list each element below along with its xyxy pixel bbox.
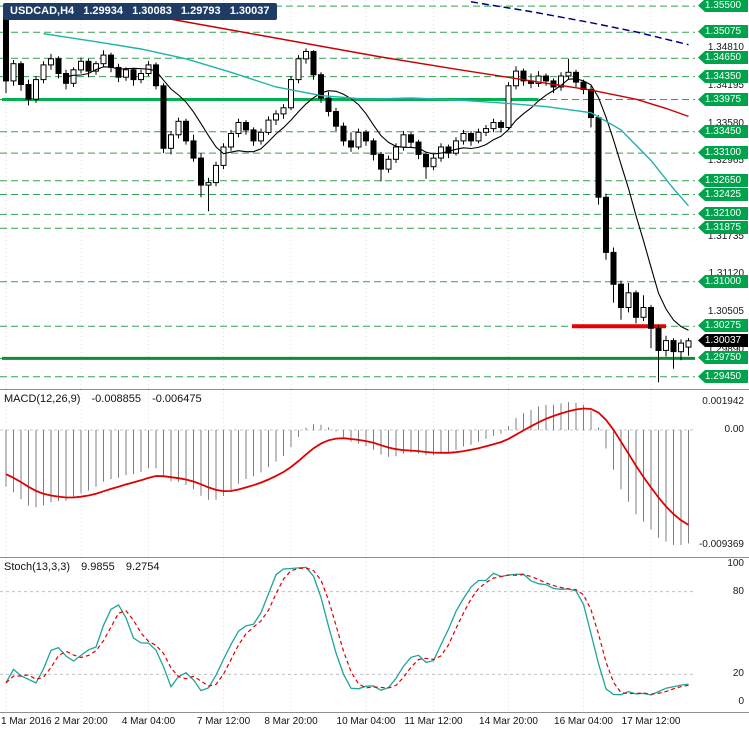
price-level-badge: 1.35500 bbox=[698, 0, 748, 12]
macd-axis[interactable]: 0.001942 0.00 -0.009369 bbox=[695, 390, 749, 557]
price-level-badge: 1.29450 bbox=[698, 370, 748, 383]
price-tick: 1.34195 bbox=[707, 80, 744, 91]
stochastic-canvas[interactable] bbox=[0, 558, 749, 712]
stochastic-label: Stoch(13,3,3) 9.9855 9.2754 bbox=[4, 561, 167, 573]
time-label: 10 Mar 04:00 bbox=[336, 716, 396, 727]
grid-layer bbox=[5, 558, 652, 712]
stoch-tick: 100 bbox=[727, 558, 744, 569]
candles-layer bbox=[3, 4, 692, 383]
macd-value-main: -0.008855 bbox=[91, 393, 142, 405]
price-tick: 1.29890 bbox=[707, 344, 744, 355]
price-level-badge: 1.32100 bbox=[698, 207, 748, 220]
macd-zero-tick: 0.00 bbox=[724, 424, 744, 435]
macd-label: MACD(12,26,9) -0.008855 -0.006475 bbox=[4, 393, 210, 405]
price-level-badge: 1.33975 bbox=[698, 93, 748, 106]
stoch-tick: 80 bbox=[732, 586, 744, 597]
time-label: 4 Mar 04:00 bbox=[121, 716, 176, 727]
price-level-badge: 1.35075 bbox=[698, 25, 748, 38]
price-level-badge: 1.34650 bbox=[698, 51, 748, 64]
ma-teal-line bbox=[43, 33, 690, 207]
price-axis[interactable]: 1.348101.341951.335801.329651.323501.317… bbox=[695, 0, 749, 389]
ma-red-line bbox=[88, 4, 689, 118]
price-level-badge: 1.33450 bbox=[698, 125, 748, 138]
macd-bottom-tick: -0.009369 bbox=[698, 539, 744, 550]
stoch-value-signal: 9.2754 bbox=[125, 561, 160, 573]
macd-name: MACD(12,26,9) bbox=[4, 393, 81, 405]
price-tick: 1.34810 bbox=[707, 42, 744, 53]
price-level-badge: 1.32650 bbox=[698, 174, 748, 187]
panel-divider bbox=[0, 557, 749, 558]
current-price-badge: 1.30037 bbox=[698, 334, 748, 347]
price-tick: 1.33580 bbox=[707, 118, 744, 129]
price-level-badge: 1.29750 bbox=[698, 351, 748, 364]
panel-divider bbox=[0, 389, 749, 390]
price-level-badge: 1.33100 bbox=[698, 146, 748, 159]
macd-top-tick: 0.001942 bbox=[702, 396, 744, 407]
ma-blue-dashed-line bbox=[470, 1, 689, 46]
stoch-signal-line bbox=[5, 567, 689, 695]
macd-histogram bbox=[5, 402, 689, 545]
high-value: 1.30083 bbox=[132, 5, 172, 17]
symbol-label: USDCAD,H4 bbox=[10, 5, 75, 17]
time-label: 14 Mar 20:00 bbox=[479, 716, 538, 727]
macd-panel: MACD(12,26,9) -0.008855 -0.006475 0.0019… bbox=[0, 390, 749, 557]
low-value: 1.29793 bbox=[180, 5, 221, 17]
price-level-badge: 1.31875 bbox=[698, 221, 748, 234]
price-tick: 1.31735 bbox=[707, 231, 744, 242]
main-chart-canvas[interactable] bbox=[0, 0, 749, 389]
macd-value-signal: -0.006475 bbox=[152, 393, 202, 405]
stoch-name: Stoch(13,3,3) bbox=[4, 561, 71, 573]
price-level-badge: 1.31000 bbox=[698, 275, 748, 288]
time-label: 7 Mar 12:00 bbox=[196, 716, 251, 727]
time-label: 1 Mar 2016 bbox=[1, 716, 52, 727]
stoch-tick: 20 bbox=[732, 668, 744, 679]
macd-signal-line bbox=[5, 407, 689, 526]
time-label: 11 Mar 12:00 bbox=[404, 716, 463, 727]
price-level-badge: 1.34350 bbox=[698, 70, 748, 83]
price-tick: 1.31120 bbox=[708, 268, 744, 279]
price-level-badge: 1.32425 bbox=[698, 188, 748, 201]
stoch-tick: 0 bbox=[738, 696, 744, 707]
price-tick: 1.30505 bbox=[707, 306, 744, 317]
stoch-main-line bbox=[5, 566, 689, 696]
ma-black-line bbox=[65, 66, 689, 331]
symbol-ohlc-tag: USDCAD,H4 1.29934 1.30083 1.29793 1.3003… bbox=[3, 3, 277, 20]
close-value: 1.30037 bbox=[229, 5, 270, 17]
open-value: 1.29934 bbox=[83, 5, 124, 17]
macd-canvas[interactable] bbox=[0, 390, 749, 557]
stoch-value-main: 9.9855 bbox=[81, 561, 115, 573]
time-label: 8 Mar 20:00 bbox=[264, 716, 318, 727]
main-chart-panel: USDCAD,H4 1.29934 1.30083 1.29793 1.3003… bbox=[0, 0, 749, 389]
price-tick: 1.32965 bbox=[707, 155, 744, 166]
time-label: 2 Mar 20:00 bbox=[54, 716, 108, 727]
panel-divider bbox=[0, 712, 749, 713]
price-level-badge: 1.30275 bbox=[698, 319, 748, 332]
time-label: 16 Mar 04:00 bbox=[554, 716, 613, 727]
time-label: 17 Mar 12:00 bbox=[621, 716, 681, 727]
stochastic-axis[interactable]: 100 80 20 0 bbox=[695, 558, 749, 712]
stochastic-panel: Stoch(13,3,3) 9.9855 9.2754 100 80 20 0 bbox=[0, 558, 749, 712]
time-axis[interactable]: 1 Mar 2016 2 Mar 20:00 4 Mar 04:00 7 Mar 12… bbox=[0, 713, 749, 731]
